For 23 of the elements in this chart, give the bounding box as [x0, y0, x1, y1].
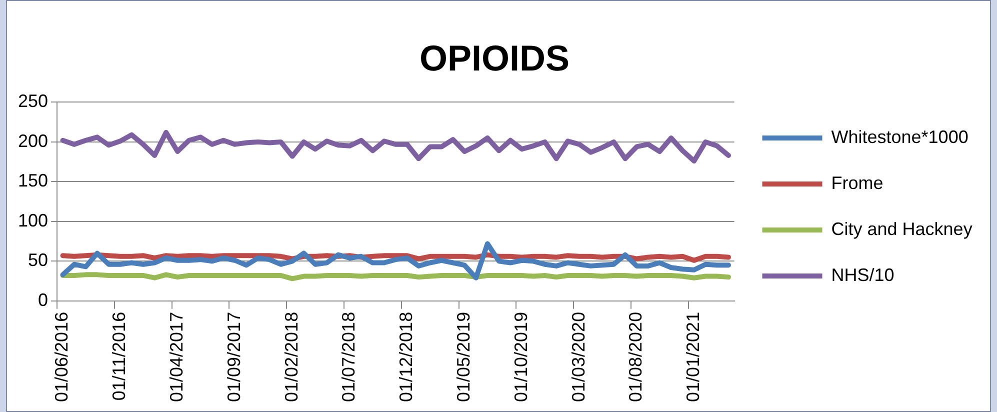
y-tick-label: 0: [38, 290, 48, 310]
x-tick-label: 01/01/2021: [683, 312, 704, 402]
x-tick-label: 01/09/2017: [224, 312, 244, 402]
x-tick-label: 01/10/2019: [510, 312, 531, 402]
chart-title: OPIOIDS: [419, 38, 570, 79]
y-tick-label: 150: [18, 170, 48, 191]
legend-label: Frome: [831, 172, 884, 193]
x-tick-label: 01/11/2016: [109, 312, 130, 401]
x-tick-label: 01/08/2020: [626, 312, 646, 402]
legend-label: Whitestone*1000: [831, 126, 968, 147]
x-tick-label: 01/12/2018: [396, 312, 416, 402]
x-tick-label: 01/06/2016: [52, 312, 72, 402]
y-tick-label: 200: [18, 130, 48, 151]
legend-label: NHS/10: [831, 264, 894, 285]
y-tick-label: 250: [18, 91, 48, 112]
x-tick-label: 01/03/2020: [568, 312, 588, 402]
y-tick-label: 100: [18, 210, 48, 230]
x-tick-label: 01/04/2017: [166, 312, 187, 402]
x-tick-label: 01/02/2018: [281, 312, 302, 402]
x-tick-label: 01/05/2019: [453, 312, 474, 402]
legend-label: City and Hackney: [831, 218, 972, 239]
x-tick-label: 01/07/2018: [338, 312, 359, 402]
y-tick-label: 50: [28, 250, 48, 270]
